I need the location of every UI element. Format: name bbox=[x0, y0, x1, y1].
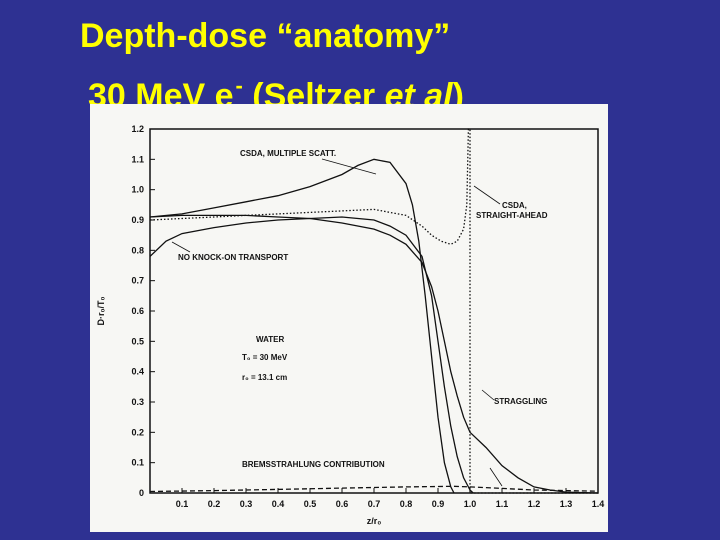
y-tick-label: 1.0 bbox=[131, 185, 144, 195]
x-tick-label: 0.2 bbox=[208, 499, 221, 509]
annotation-straggling: STRAGGLING bbox=[494, 397, 547, 406]
title-text-close: ) bbox=[452, 77, 464, 115]
series-line-csda-straight-ahead bbox=[149, 128, 598, 494]
annotation-multiple-scatt: CSDA, MULTIPLE SCATT. bbox=[240, 149, 336, 158]
x-tick-label: 0.4 bbox=[272, 499, 285, 509]
x-tick-label: 1.3 bbox=[560, 499, 573, 509]
x-tick-label: 1.1 bbox=[496, 499, 509, 509]
annotation-no-knock-on: NO KNOCK-ON TRANSPORT bbox=[178, 253, 288, 262]
x-tick-label: 0.8 bbox=[400, 499, 413, 509]
x-tick-label: 0.5 bbox=[304, 499, 317, 509]
chart-panel: 0.1 0.2 0.3 0.4 0.5 0.6 0.7 0.8 0.9 1.0 1.1 1.2 1.3 1… bbox=[90, 104, 608, 532]
y-tick-label: 0.3 bbox=[131, 397, 144, 407]
x-tick-label: 0.1 bbox=[176, 499, 189, 509]
x-tick-label: 0.6 bbox=[336, 499, 349, 509]
y-tick-label: 0.5 bbox=[131, 336, 144, 346]
x-tick-label: 1.2 bbox=[528, 499, 541, 509]
slide-title-line1: Depth-dose “anatomy” bbox=[80, 17, 451, 55]
leader-straggling bbox=[481, 389, 495, 401]
annotation-t0: T₀ = 30 MeV bbox=[242, 353, 288, 362]
y-tick-label: 0.2 bbox=[131, 427, 144, 437]
annotation-straight-ahead-1: CSDA, bbox=[502, 201, 527, 210]
y-tick-label: 0.7 bbox=[131, 276, 144, 286]
series-line-csda-multiple-scatt bbox=[149, 158, 455, 494]
x-tick-label: 0.9 bbox=[432, 499, 445, 509]
y-tick-label: 0.4 bbox=[131, 367, 144, 377]
annotation-straight-ahead-2: STRAIGHT-AHEAD bbox=[476, 211, 548, 220]
x-tick-label: 1.0 bbox=[464, 499, 477, 509]
y-tick-label: 0 bbox=[139, 488, 144, 498]
leader-multiple-scatt bbox=[321, 158, 377, 175]
y-tick-label: 0.6 bbox=[131, 306, 144, 316]
x-tick-label: 0.7 bbox=[368, 499, 381, 509]
y-axis-label: D·r₀/T₀ bbox=[96, 296, 106, 325]
annotation-water: WATER bbox=[256, 335, 285, 344]
y-tick-label: 1.2 bbox=[131, 124, 144, 134]
series-line-bremsstrahlung-contribution bbox=[149, 485, 599, 493]
leader-brems bbox=[489, 467, 503, 487]
x-tick-label: 0.3 bbox=[240, 499, 253, 509]
x-tick-label: 1.4 bbox=[592, 499, 605, 509]
leader-straight-ahead bbox=[473, 185, 501, 205]
depth-dose-chart: 0.1 0.2 0.3 0.4 0.5 0.6 0.7 0.8 0.9 1.0 1.1 1.2 1.3 1… bbox=[96, 124, 605, 526]
series-line-straggling bbox=[149, 214, 599, 494]
y-tick-label: 0.1 bbox=[131, 458, 144, 468]
y-tick-label: 0.9 bbox=[131, 215, 144, 225]
y-tick-label: 0.8 bbox=[131, 245, 144, 255]
plot-frame bbox=[149, 128, 599, 494]
leader-no-knock-on bbox=[171, 241, 191, 253]
series-line-no-knock-on-transport bbox=[149, 216, 474, 494]
annotation-r0: r₀ = 13.1 cm bbox=[242, 373, 287, 382]
x-axis-label: z/r₀ bbox=[367, 516, 382, 526]
annotation-brems: BREMSSTRAHLUNG CONTRIBUTION bbox=[242, 460, 385, 469]
title-superscript: - bbox=[235, 73, 243, 98]
y-tick-label: 1.1 bbox=[131, 154, 144, 164]
